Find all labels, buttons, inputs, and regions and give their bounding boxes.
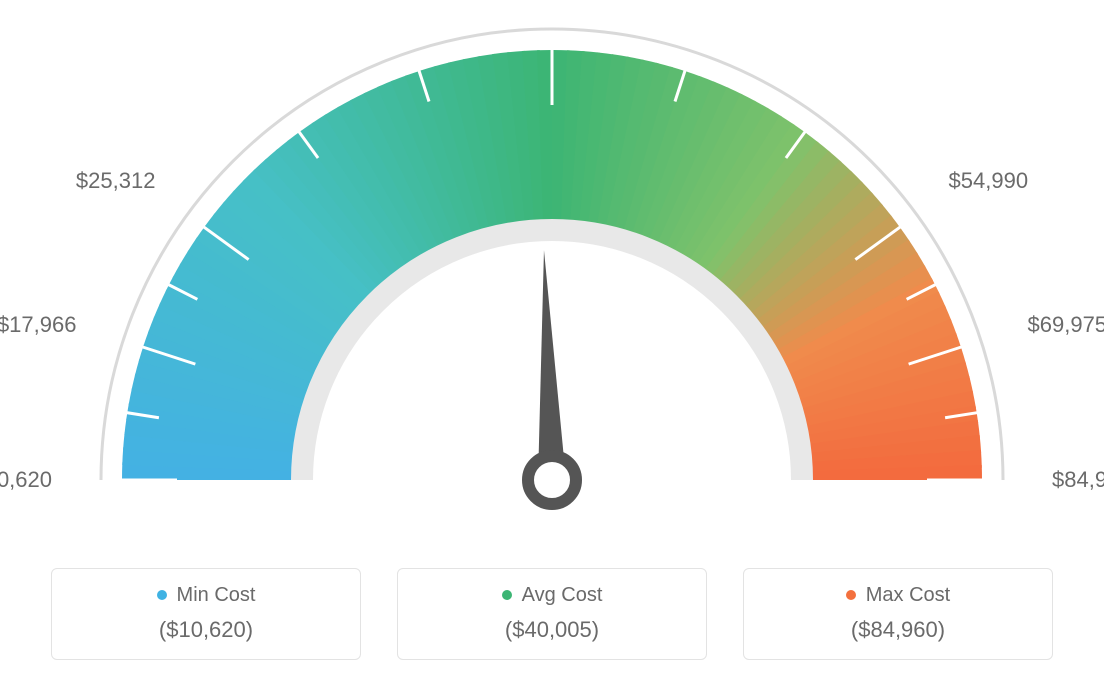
legend-title-min-text: Min Cost (177, 584, 256, 607)
legend-dot-min (157, 590, 167, 600)
legend-row: Min Cost ($10,620) Avg Cost ($40,005) Ma… (0, 550, 1104, 690)
legend-title-avg-text: Avg Cost (522, 584, 603, 607)
gauge-tick-label: $84,960 (1052, 467, 1104, 493)
legend-title-min: Min Cost (157, 584, 256, 607)
legend-card-max: Max Cost ($84,960) (743, 568, 1053, 660)
gauge-chart: $10,620$17,966$25,312$40,005$54,990$69,9… (0, 0, 1104, 540)
gauge-tick-label: $17,966 (0, 312, 76, 338)
legend-value-min: ($10,620) (159, 617, 253, 643)
legend-title-max: Max Cost (846, 584, 950, 607)
legend-value-avg: ($40,005) (505, 617, 599, 643)
gauge-tick-label: $69,975 (1028, 312, 1104, 338)
gauge-tick-label: $54,990 (949, 168, 1029, 194)
legend-value-max: ($84,960) (851, 617, 945, 643)
legend-dot-max (846, 590, 856, 600)
legend-card-avg: Avg Cost ($40,005) (397, 568, 707, 660)
legend-dot-avg (502, 590, 512, 600)
gauge-svg (0, 0, 1104, 540)
legend-title-avg: Avg Cost (502, 584, 603, 607)
legend-title-max-text: Max Cost (866, 584, 950, 607)
gauge-tick-label: $10,620 (0, 467, 52, 493)
legend-card-min: Min Cost ($10,620) (51, 568, 361, 660)
gauge-tick-label: $25,312 (76, 168, 156, 194)
